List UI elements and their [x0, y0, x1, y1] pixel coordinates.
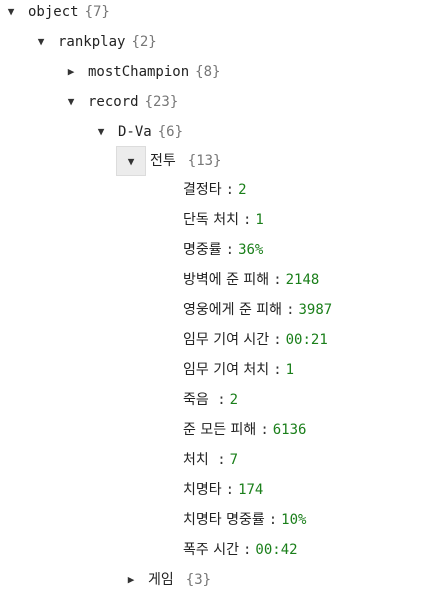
stat-key: 결정타 [183, 182, 222, 198]
tree-node-game[interactable]: ▶ 게임 {3} [124, 565, 211, 595]
expand-toggle-icon[interactable]: ▼ [37, 35, 45, 48]
node-key: rankplay [58, 34, 126, 50]
stat-key: 치명타 [183, 482, 222, 498]
node-count: {6} [157, 124, 184, 140]
expand-toggle-icon[interactable]: ▼ [67, 95, 75, 108]
tree-node-mostchampion[interactable]: ▶ mostChampion {8} [64, 57, 221, 87]
stat-value: 10% [281, 512, 307, 528]
stat-separator: : [217, 392, 226, 408]
stat-value: 36% [238, 242, 264, 258]
stat-key: 방벽에 준 피해 [183, 272, 270, 288]
node-key: mostChampion [88, 64, 190, 80]
tree-node-object[interactable]: ▼ object {7} [4, 0, 110, 27]
stat-value: 00:42 [255, 542, 298, 558]
stat-row: 임무 기여 처치:1 [183, 355, 294, 385]
stat-row: 결정타:2 [183, 175, 247, 205]
node-count: {3} [185, 572, 212, 588]
stat-row: 치명타 명중률:10% [183, 505, 306, 535]
stat-separator: : [273, 362, 282, 378]
stat-separator: : [225, 182, 235, 198]
stat-key: 단독 처치 [183, 212, 239, 228]
stat-separator: : [273, 272, 282, 288]
stat-value: 00:21 [285, 332, 328, 348]
stat-key: 죽음 [183, 392, 214, 408]
node-key: object [28, 4, 79, 20]
stat-key: 임무 기여 처치 [183, 362, 270, 378]
stat-key: 영웅에게 준 피해 [183, 302, 283, 318]
expand-toggle-icon[interactable]: ▼ [7, 5, 15, 18]
stat-value: 1 [255, 212, 264, 228]
node-count: {23} [144, 94, 179, 110]
stat-value: 174 [238, 482, 264, 498]
stat-separator: : [273, 332, 282, 348]
stat-separator: : [268, 512, 278, 528]
stat-separator: : [217, 452, 226, 468]
expand-toggle-icon[interactable]: ▼ [97, 125, 105, 138]
stat-separator: : [225, 482, 235, 498]
node-key: D-Va [118, 124, 152, 140]
node-key: 게임 [148, 572, 174, 588]
stat-separator: : [286, 302, 295, 318]
stat-row: 죽음 :2 [183, 385, 238, 415]
tree-node-dva[interactable]: ▼ D-Va {6} [94, 117, 183, 147]
stat-separator: : [225, 242, 235, 258]
stat-value: 2 [229, 392, 239, 408]
stat-key: 처치 [183, 452, 214, 468]
stat-separator: : [242, 542, 252, 558]
stat-row: 처치 :7 [183, 445, 238, 475]
tree-node-record[interactable]: ▼ record {23} [64, 87, 179, 117]
stat-key: 폭주 시간 [183, 542, 239, 558]
node-count: {2} [131, 34, 157, 50]
node-count: {13} [187, 153, 222, 169]
collapse-toggle-icon[interactable]: ▶ [127, 573, 135, 586]
stat-row: 치명타:174 [183, 475, 263, 505]
expand-toggle-icon[interactable]: ▼ [116, 146, 146, 176]
stat-value: 2 [238, 182, 247, 198]
stat-row: 준 모든 피해:6136 [183, 415, 306, 445]
tree-node-combat[interactable]: ▼ 전투 {13} [116, 146, 221, 176]
stat-separator: : [260, 422, 269, 438]
stat-key: 임무 기여 시간 [183, 332, 270, 348]
stat-key: 명중률 [183, 242, 222, 258]
stat-value: 1 [285, 362, 295, 378]
stat-row: 폭주 시간:00:42 [183, 535, 298, 565]
node-key: 전투 [150, 153, 176, 169]
stat-value: 3987 [298, 302, 333, 318]
stat-row: 임무 기여 시간:00:21 [183, 325, 328, 355]
stat-row: 단독 처치:1 [183, 205, 264, 235]
stat-value: 6136 [272, 422, 307, 438]
stat-row: 영웅에게 준 피해:3987 [183, 295, 332, 325]
collapse-toggle-icon[interactable]: ▶ [67, 65, 75, 78]
node-count: {7} [84, 4, 110, 20]
tree-node-rankplay[interactable]: ▼ rankplay {2} [34, 27, 157, 57]
stat-separator: : [242, 212, 252, 228]
stat-value: 7 [229, 452, 239, 468]
stat-key: 준 모든 피해 [183, 422, 257, 438]
stat-key: 치명타 명중률 [183, 512, 265, 528]
node-count: {8} [195, 64, 221, 80]
stat-row: 방벽에 준 피해:2148 [183, 265, 319, 295]
node-key: record [88, 94, 139, 110]
stat-row: 명중률:36% [183, 235, 263, 265]
stat-value: 2148 [285, 272, 320, 288]
